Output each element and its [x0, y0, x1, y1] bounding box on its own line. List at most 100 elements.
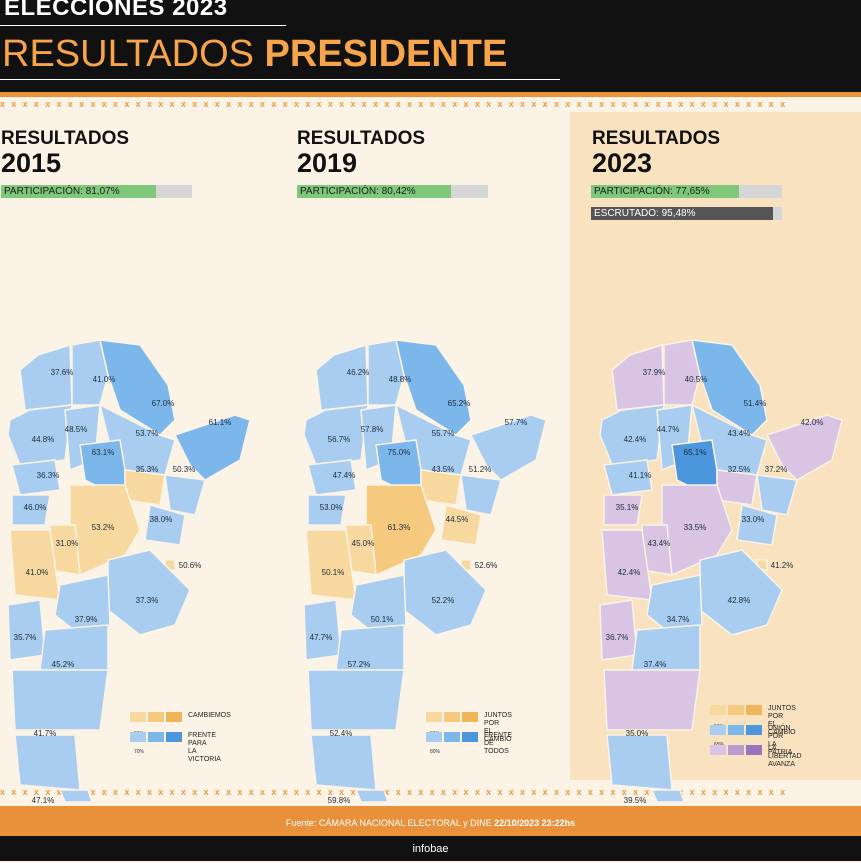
province-shape [71, 339, 109, 406]
province-value-label: 46.2% [347, 368, 370, 377]
province-shape [303, 404, 369, 466]
legend-swatch [130, 732, 146, 742]
province-shape [7, 404, 73, 466]
bottom-decor-row: xxxxxxxxxxxxxxxxxxxxxxxxxxxxxxxxxxxxxxxx… [0, 787, 792, 797]
province-shape [611, 343, 665, 411]
province-value-label: 52.6% [475, 561, 498, 570]
province-shape [691, 339, 768, 436]
legend-swatch [444, 732, 460, 742]
source-bar: Fuente: CÁMARA NACIONAL ELECTORAL y DINE… [0, 806, 861, 836]
province-value-label: 45.2% [52, 660, 75, 669]
legend-swatch [426, 732, 442, 742]
province-value-label: 55.7% [432, 429, 455, 438]
scrutiny-bar: ESCRUTADO: 95,48% [591, 207, 782, 220]
province-value-label: 36.7% [606, 633, 629, 642]
participation-bar: PARTICIPACIÓN: 77,65% [591, 185, 782, 198]
province-value-label: 41.0% [93, 375, 116, 384]
province-value-label: 41.2% [771, 561, 794, 570]
province-value-label: 65.1% [684, 448, 707, 457]
province-value-label: 47.4% [333, 471, 356, 480]
participation-fill [1, 185, 156, 198]
participation-bar: PARTICIPACIÓN: 81,07% [1, 185, 192, 198]
brand-logo: infobae [412, 843, 449, 855]
legend-swatch [710, 725, 726, 735]
participation-fill [591, 185, 740, 198]
province-value-label: 53.7% [136, 429, 159, 438]
province-value-label: 44.7% [657, 425, 680, 434]
province-value-label: 57.7% [505, 418, 528, 427]
province-value-label: 32.5% [728, 465, 751, 474]
province-value-label: 41.1% [629, 471, 652, 480]
panel-year: 2015 [1, 148, 62, 178]
province-shape [307, 669, 405, 731]
province-value-label: 37.9% [643, 368, 666, 377]
province-value-label: 48.8% [389, 375, 412, 384]
province-value-label: 53.0% [320, 503, 343, 512]
participation-fill [297, 185, 451, 198]
legend-tick-label: 70% [133, 749, 144, 755]
province-shape [7, 599, 46, 661]
province-value-label: 33.0% [742, 515, 765, 524]
legend-swatch [166, 732, 182, 742]
legend-entry-label: JUNTOS POR EL CAMBIO [484, 712, 512, 743]
province-value-label: 37.2% [765, 465, 788, 474]
province-value-label: 53.2% [92, 523, 115, 532]
province-value-label: 38.0% [150, 515, 173, 524]
panel-label: RESULTADOS [1, 128, 130, 149]
province-value-label: 50.6% [179, 561, 202, 570]
province-shape [765, 414, 843, 481]
province-shape [606, 734, 673, 791]
province-shape [716, 469, 758, 506]
province-value-label: 43.5% [432, 465, 455, 474]
province-value-label: 52.4% [330, 729, 353, 738]
legend-swatch [166, 712, 182, 722]
province-shape [663, 339, 701, 406]
province-shape [756, 474, 798, 516]
province-value-label: 50.1% [322, 568, 345, 577]
province-shape [58, 789, 94, 803]
province-shape [603, 459, 653, 496]
province-value-label: 52.2% [432, 596, 455, 605]
province-value-label: 46.0% [24, 503, 47, 512]
header: ELECCIONES 2023 RESULTADOS PRESIDENTE [0, 0, 861, 92]
title-divider [0, 79, 560, 80]
province-value-label: 67.0% [152, 399, 175, 408]
province-shape [11, 494, 51, 526]
legend-swatch [728, 725, 744, 735]
province-value-label: 57.2% [348, 660, 371, 669]
top-decor-row: xxxxxxxxxxxxxxxxxxxxxxxxxxxxxxxxxxxxxxxx… [0, 99, 792, 109]
province-shape [395, 339, 472, 436]
province-shape [460, 474, 502, 516]
province-value-label: 48.5% [65, 425, 88, 434]
legend-swatch [710, 745, 726, 755]
province-shape [99, 339, 176, 436]
province-shape [599, 599, 638, 661]
province-value-label: 42.0% [801, 418, 824, 427]
province-value-label: 37.9% [75, 615, 98, 624]
province-value-label: 37.4% [644, 660, 667, 669]
participation-label: PARTICIPACIÓN: 77,65% [594, 186, 710, 197]
province-map-2015: 37.6% 41.0% 67.0% 61.1% 44.8% 48.5% 53.7% 63.1%… [7, 339, 251, 805]
province-value-label: 35.1% [616, 503, 639, 512]
legend-swatch [130, 712, 146, 722]
panel-year: 2019 [297, 148, 358, 178]
province-value-label: 42.4% [618, 568, 641, 577]
legend-swatch [746, 725, 762, 735]
province-value-label: 41.0% [26, 568, 49, 577]
province-value-label: 39.5% [624, 796, 647, 805]
panel-2023: RESULTADOS 2023 PARTICIPACIÓN: 77,65% ES… [570, 112, 861, 805]
province-value-label: 43.4% [728, 429, 751, 438]
province-shape [164, 474, 206, 516]
province-shape [14, 734, 81, 791]
legend-entry-label: CAMBIEMOS [188, 712, 231, 719]
source-datetime: 22/10/2023 23:22hs [494, 818, 576, 828]
title-regular: RESULTADOS [2, 33, 265, 75]
legend-entry-label: UNIÓN POR LA PATRIA [768, 725, 793, 756]
legend-swatch [148, 712, 164, 722]
province-shape [303, 599, 342, 661]
province-shape [19, 343, 73, 411]
legend-swatch [728, 705, 744, 715]
province-shape [144, 504, 186, 546]
province-shape [307, 494, 347, 526]
province-shape [11, 459, 61, 496]
